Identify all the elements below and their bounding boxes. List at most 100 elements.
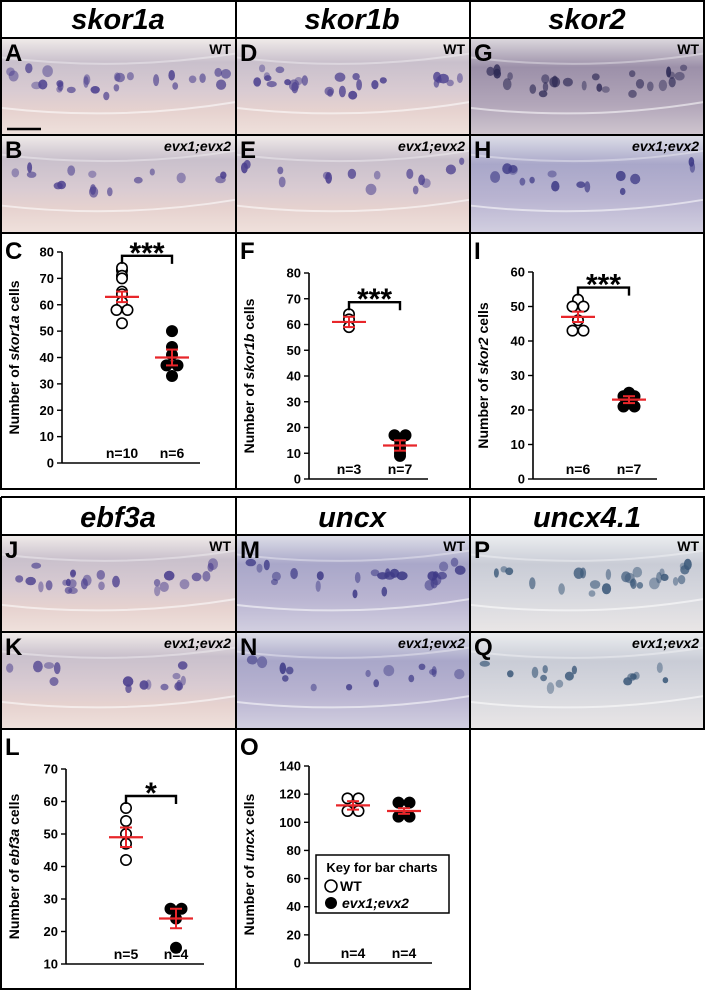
header-ebf3a: ebf3a — [80, 502, 156, 534]
stained-cell — [245, 558, 257, 567]
stained-cell — [57, 180, 66, 190]
tissue-boundary — [0, 695, 237, 709]
chart-panel-i: I 0 10 20 30 40 50 60 Number of skor2 cells n=6 n=… — [474, 238, 657, 487]
wt-data-point — [121, 304, 134, 317]
stained-cell — [571, 665, 578, 675]
micrograph-image — [236, 632, 470, 729]
stained-cell — [278, 176, 286, 188]
stained-cell — [277, 166, 284, 175]
stained-cell — [381, 586, 388, 597]
micrograph-image — [236, 38, 470, 135]
stained-cell — [153, 74, 160, 87]
photo-panel-m: M WT — [235, 535, 471, 632]
sample-size-label: n=10 — [106, 445, 139, 461]
mutant-data-point — [170, 941, 183, 954]
y-tick-label: 80 — [40, 245, 54, 260]
stained-cell — [493, 568, 499, 578]
stained-cell — [628, 89, 637, 98]
stained-cell — [38, 581, 44, 593]
panel-label: L — [5, 734, 20, 761]
significance-stars: *** — [357, 283, 392, 316]
stained-cell — [542, 665, 548, 674]
tissue-boundary — [235, 695, 471, 709]
chart-panel-o: O 0 20 40 60 80 100 120 140 Number of uncx cells n… — [240, 734, 432, 971]
significance-bracket — [124, 794, 178, 804]
y-tick-label: 30 — [44, 892, 58, 907]
stained-cell — [80, 578, 88, 590]
stained-cell — [26, 171, 37, 178]
stained-cell — [67, 165, 76, 176]
wt-data-point — [120, 801, 133, 814]
stained-cell — [486, 66, 495, 76]
stained-cell — [352, 589, 358, 599]
panel-label: M — [240, 537, 260, 564]
stained-cell — [619, 187, 626, 196]
tissue-boundary — [0, 549, 237, 562]
wt-data-point — [120, 853, 133, 866]
y-tick-label: 140 — [279, 759, 301, 774]
stained-cell — [96, 570, 106, 580]
stained-cell — [456, 73, 463, 84]
y-tick-label: 20 — [40, 403, 54, 418]
stained-cell — [384, 571, 395, 580]
stained-cell — [529, 84, 537, 94]
tissue-boundary — [469, 646, 705, 659]
wt-data-point — [116, 272, 129, 285]
panel-label: N — [240, 634, 257, 661]
column-headers: skor1a skor1b skor2 ebf3a uncx uncx4.1 — [71, 4, 641, 534]
stained-cell — [588, 590, 596, 597]
y-tick-label: 50 — [40, 324, 54, 339]
y-tick-label: 10 — [287, 446, 301, 461]
header-skor2: skor2 — [548, 4, 625, 36]
stained-cell — [383, 665, 395, 677]
stained-cell — [334, 72, 346, 82]
stained-cell — [133, 176, 143, 184]
panel-label: G — [474, 40, 493, 67]
stained-cell — [591, 73, 600, 81]
y-tick-label: 60 — [287, 871, 301, 886]
stained-cell — [68, 579, 77, 589]
photo-panel-j: J WT — [0, 535, 237, 632]
tissue-boundary — [235, 646, 471, 659]
stained-cell — [551, 180, 560, 192]
stained-cell — [56, 86, 63, 93]
stained-cell — [542, 82, 549, 92]
stained-cell — [282, 675, 289, 682]
wt-data-point — [577, 324, 590, 337]
stained-cell — [266, 81, 277, 88]
y-tick-label: 40 — [44, 859, 58, 874]
sample-size-label: n=5 — [114, 946, 139, 962]
stained-cell — [408, 674, 415, 683]
stained-cell — [541, 74, 550, 84]
stained-cell — [562, 77, 573, 87]
stained-cell — [179, 579, 190, 590]
stained-cell — [589, 580, 601, 589]
genotype-tag: evx1;evx2 — [398, 138, 465, 154]
stained-cell — [502, 78, 512, 91]
sample-size-label: n=6 — [566, 461, 591, 477]
header-uncx: uncx — [318, 502, 388, 534]
stained-cell — [56, 80, 64, 88]
y-tick-label: 70 — [287, 291, 301, 306]
y-tick-label: 0 — [518, 472, 525, 487]
stained-cell — [635, 79, 645, 89]
stained-cell — [275, 66, 285, 74]
tissue-boundary — [0, 101, 237, 115]
panel-label: J — [5, 537, 18, 564]
significance-bracket — [120, 254, 174, 264]
stained-cell — [507, 72, 513, 81]
stained-cell — [88, 170, 97, 178]
stained-cell — [371, 80, 379, 90]
stained-cell — [647, 81, 654, 92]
stained-cell — [27, 162, 33, 173]
stained-cell — [271, 578, 278, 586]
panel-label: P — [474, 537, 490, 564]
stained-cell — [418, 663, 426, 670]
stained-cell — [62, 579, 69, 586]
y-tick-label: 60 — [40, 297, 54, 312]
stained-cell — [126, 72, 134, 81]
mutant-data-point — [166, 325, 179, 338]
stained-cell — [689, 161, 696, 173]
